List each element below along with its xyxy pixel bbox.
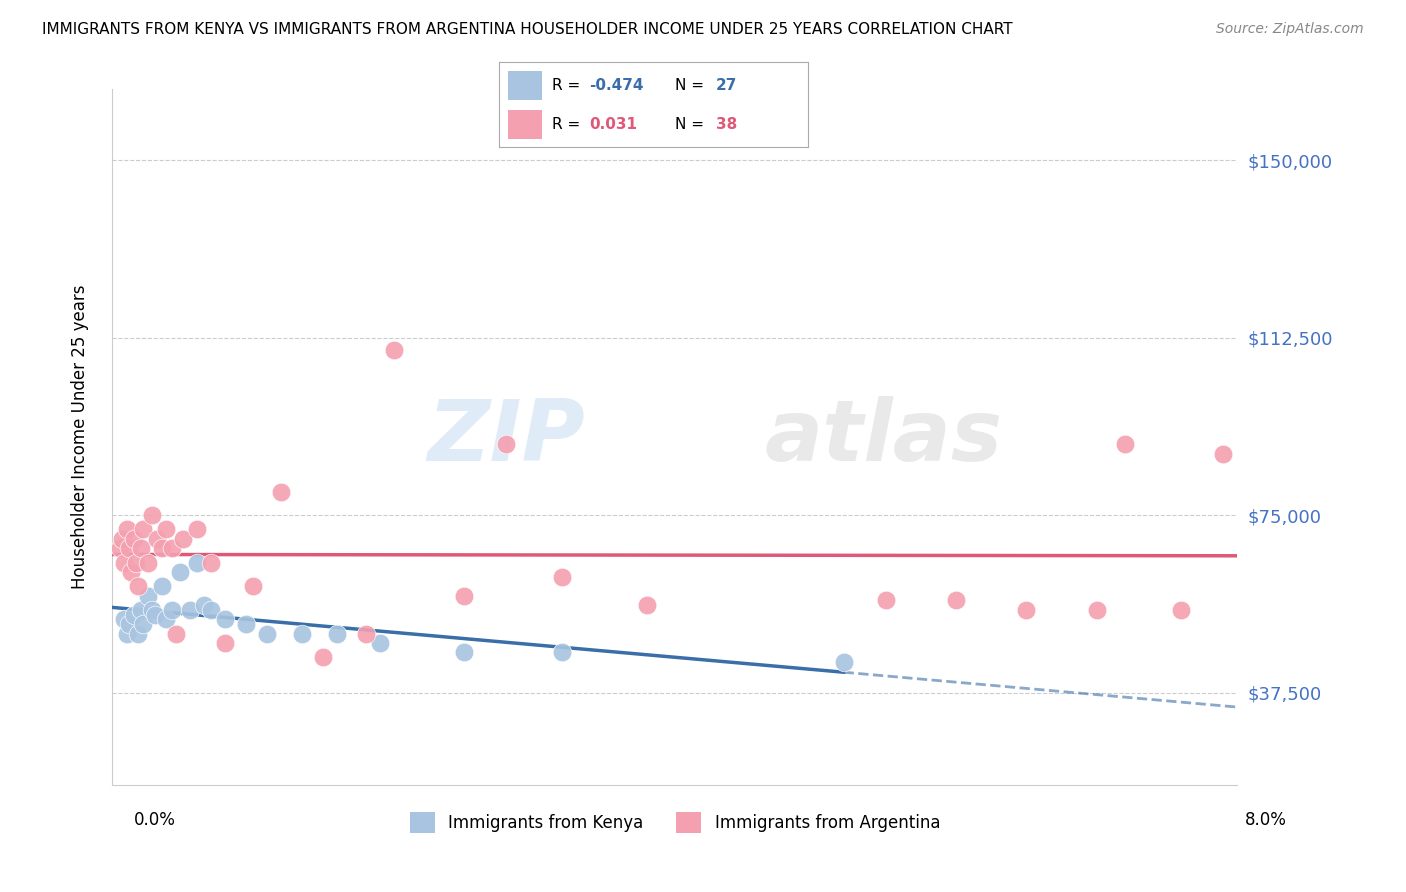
Point bbox=[150, 579, 173, 593]
Text: -0.474: -0.474 bbox=[589, 78, 644, 93]
Point bbox=[200, 556, 222, 570]
Point bbox=[112, 612, 135, 626]
Text: N =: N = bbox=[675, 78, 709, 93]
Point bbox=[551, 645, 574, 659]
Point bbox=[1015, 603, 1038, 617]
Point bbox=[235, 617, 257, 632]
Point bbox=[832, 655, 855, 669]
Point bbox=[146, 532, 169, 546]
Point bbox=[120, 565, 142, 579]
Text: 8.0%: 8.0% bbox=[1244, 811, 1286, 829]
Text: 38: 38 bbox=[716, 117, 737, 132]
Point bbox=[1085, 603, 1108, 617]
Text: IMMIGRANTS FROM KENYA VS IMMIGRANTS FROM ARGENTINA HOUSEHOLDER INCOME UNDER 25 Y: IMMIGRANTS FROM KENYA VS IMMIGRANTS FROM… bbox=[42, 22, 1012, 37]
Point bbox=[155, 522, 177, 536]
Point bbox=[122, 607, 145, 622]
Point bbox=[193, 598, 215, 612]
Point bbox=[165, 626, 187, 640]
Point bbox=[136, 589, 159, 603]
Point bbox=[108, 541, 131, 556]
Point bbox=[136, 556, 159, 570]
Point bbox=[186, 522, 208, 536]
Point bbox=[112, 556, 135, 570]
Bar bbox=[509, 71, 543, 100]
Point bbox=[242, 579, 264, 593]
Point bbox=[115, 522, 138, 536]
Point bbox=[291, 626, 314, 640]
Point bbox=[326, 626, 349, 640]
Point bbox=[636, 598, 658, 612]
Point bbox=[214, 612, 236, 626]
Text: ZIP: ZIP bbox=[427, 395, 585, 479]
Point bbox=[129, 603, 152, 617]
Text: R =: R = bbox=[551, 78, 585, 93]
Point bbox=[118, 617, 141, 632]
Text: Source: ZipAtlas.com: Source: ZipAtlas.com bbox=[1216, 22, 1364, 37]
Point bbox=[179, 603, 201, 617]
Point bbox=[312, 650, 335, 665]
Point bbox=[141, 603, 163, 617]
Point bbox=[382, 343, 405, 357]
Point bbox=[256, 626, 278, 640]
Point bbox=[214, 636, 236, 650]
Text: atlas: atlas bbox=[765, 395, 1002, 479]
Point bbox=[270, 484, 292, 499]
Point bbox=[495, 437, 517, 451]
Point bbox=[143, 607, 166, 622]
Point bbox=[141, 508, 163, 523]
Text: R =: R = bbox=[551, 117, 589, 132]
Point bbox=[125, 556, 148, 570]
Point bbox=[186, 556, 208, 570]
Point bbox=[200, 603, 222, 617]
Point bbox=[129, 541, 152, 556]
Point bbox=[118, 541, 141, 556]
Text: 0.0%: 0.0% bbox=[134, 811, 176, 829]
Point bbox=[1212, 447, 1234, 461]
Point bbox=[150, 541, 173, 556]
Point bbox=[111, 532, 134, 546]
Point bbox=[354, 626, 377, 640]
Point bbox=[1170, 603, 1192, 617]
Point bbox=[875, 593, 897, 607]
Bar bbox=[509, 110, 543, 139]
Point bbox=[945, 593, 967, 607]
Point bbox=[132, 617, 155, 632]
Point bbox=[1114, 437, 1136, 451]
Point bbox=[115, 626, 138, 640]
Point bbox=[453, 589, 475, 603]
Text: N =: N = bbox=[675, 117, 709, 132]
Y-axis label: Householder Income Under 25 years: Householder Income Under 25 years bbox=[70, 285, 89, 590]
Point bbox=[155, 612, 177, 626]
Point bbox=[132, 522, 155, 536]
Text: 0.031: 0.031 bbox=[589, 117, 637, 132]
Point bbox=[127, 579, 149, 593]
Point bbox=[172, 532, 194, 546]
Point bbox=[122, 532, 145, 546]
Point bbox=[127, 626, 149, 640]
Point bbox=[160, 541, 183, 556]
Point bbox=[368, 636, 391, 650]
Point bbox=[160, 603, 183, 617]
Text: 27: 27 bbox=[716, 78, 737, 93]
Point bbox=[551, 570, 574, 584]
Point bbox=[169, 565, 191, 579]
Legend: Immigrants from Kenya, Immigrants from Argentina: Immigrants from Kenya, Immigrants from A… bbox=[404, 805, 946, 839]
Point bbox=[453, 645, 475, 659]
